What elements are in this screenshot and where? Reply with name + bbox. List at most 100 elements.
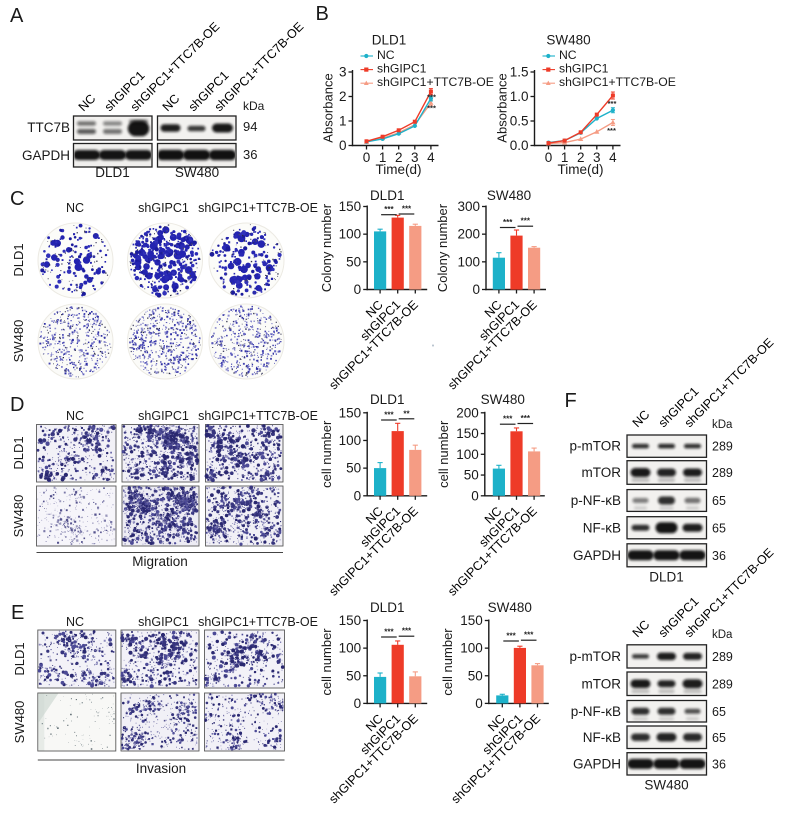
svg-text:0.0: 0.0	[510, 138, 529, 153]
svg-text:Time(d): Time(d)	[376, 162, 422, 177]
svg-text:Absorbance: Absorbance	[321, 73, 336, 142]
svg-text:shGIPC1+TTC7B-OE: shGIPC1+TTC7B-OE	[377, 75, 494, 89]
svg-text:Colony number: Colony number	[319, 203, 334, 292]
svg-text:***: ***	[402, 205, 412, 214]
svg-text:50: 50	[464, 468, 479, 483]
svg-text:100: 100	[460, 641, 483, 656]
svg-text:1: 1	[561, 150, 569, 165]
svg-text:SW480: SW480	[481, 392, 525, 407]
svg-text:300: 300	[457, 199, 480, 214]
svg-text:100: 100	[339, 227, 362, 242]
svg-text:SW480: SW480	[488, 600, 532, 615]
svg-text:SW480: SW480	[644, 778, 688, 793]
svg-text:DLD1: DLD1	[95, 165, 130, 180]
svg-text:65: 65	[712, 494, 726, 508]
svg-text:289: 289	[712, 466, 733, 480]
svg-text:shGIPC1: shGIPC1	[138, 409, 189, 423]
svg-text:Colony number: Colony number	[435, 203, 450, 292]
svg-text:3: 3	[593, 150, 601, 165]
svg-text:***: ***	[427, 104, 436, 113]
svg-text:***: ***	[384, 628, 394, 637]
svg-text:***: ***	[524, 631, 534, 640]
svg-text:GAPDH: GAPDH	[573, 756, 621, 771]
svg-text:shGIPC1: shGIPC1	[377, 62, 427, 76]
svg-text:NC: NC	[66, 409, 84, 423]
svg-text:3: 3	[339, 65, 347, 80]
svg-text:p-NF-κB: p-NF-κB	[571, 493, 621, 508]
svg-text:NC: NC	[559, 48, 577, 62]
svg-text:100: 100	[339, 641, 362, 656]
svg-text:***: ***	[506, 632, 516, 641]
svg-text:NC: NC	[377, 48, 395, 62]
svg-text:D: D	[10, 394, 24, 416]
svg-text:1.0: 1.0	[510, 89, 529, 104]
svg-text:***: ***	[503, 218, 513, 227]
svg-text:DLD1: DLD1	[370, 600, 405, 615]
svg-text:0.5: 0.5	[510, 114, 529, 129]
svg-text:**: **	[403, 409, 410, 418]
svg-text:cell number: cell number	[319, 628, 334, 696]
svg-text:1: 1	[339, 114, 347, 129]
svg-text:cell number: cell number	[440, 628, 455, 696]
svg-text:0: 0	[545, 150, 553, 165]
svg-text:1: 1	[379, 150, 387, 165]
svg-text:DLD1: DLD1	[11, 436, 26, 469]
svg-text:NC: NC	[66, 201, 84, 215]
svg-text:50: 50	[346, 461, 361, 476]
svg-text:***: ***	[608, 99, 617, 108]
svg-text:shGIPC1+TTC7B-OE: shGIPC1+TTC7B-OE	[198, 201, 318, 215]
svg-text:65: 65	[712, 521, 726, 535]
svg-text:TTC7B: TTC7B	[27, 120, 70, 135]
svg-text:SW480: SW480	[12, 701, 27, 744]
svg-text:cell number: cell number	[436, 420, 451, 488]
svg-text:shGIPC1+TTC7B-OE: shGIPC1+TTC7B-OE	[559, 75, 676, 89]
svg-text:Absorbance: Absorbance	[495, 73, 510, 142]
svg-text:100: 100	[457, 254, 480, 269]
svg-text:NC: NC	[66, 615, 84, 629]
svg-text:36: 36	[712, 549, 726, 563]
svg-text:p-mTOR: p-mTOR	[569, 439, 621, 454]
svg-text:50: 50	[346, 254, 361, 269]
svg-text:150: 150	[339, 613, 362, 628]
svg-text:150: 150	[456, 426, 479, 441]
svg-text:F: F	[565, 390, 577, 412]
svg-text:289: 289	[712, 650, 733, 664]
svg-text:0: 0	[354, 488, 362, 503]
svg-text:kDa: kDa	[712, 629, 733, 641]
svg-text:shGIPC1+TTC7B-OE: shGIPC1+TTC7B-OE	[198, 615, 318, 629]
svg-text:***: ***	[384, 411, 394, 420]
svg-text:***: ***	[402, 627, 412, 636]
svg-text:***: ***	[427, 93, 436, 102]
svg-text:3: 3	[411, 150, 419, 165]
svg-text:GAPDH: GAPDH	[573, 548, 621, 563]
svg-text:94: 94	[243, 119, 257, 134]
svg-text:***: ***	[503, 415, 513, 424]
svg-text:289: 289	[712, 677, 733, 691]
svg-text:200: 200	[456, 405, 479, 420]
svg-text:2: 2	[577, 150, 585, 165]
svg-text:E: E	[11, 602, 24, 624]
svg-text:2: 2	[339, 89, 347, 104]
svg-text:***: ***	[384, 205, 394, 214]
svg-text:mTOR: mTOR	[582, 465, 622, 480]
svg-text:GAPDH: GAPDH	[22, 148, 70, 163]
svg-text:DLD1: DLD1	[370, 188, 405, 203]
svg-text:0: 0	[354, 696, 362, 711]
svg-text:shGIPC1: shGIPC1	[138, 201, 189, 215]
svg-text:4: 4	[427, 150, 435, 165]
svg-text:***: ***	[521, 217, 531, 226]
svg-text:kDa: kDa	[712, 419, 733, 431]
svg-text:150: 150	[460, 613, 483, 628]
svg-text:DLD1: DLD1	[12, 642, 27, 675]
svg-text:50: 50	[468, 668, 483, 683]
svg-text:shGIPC1: shGIPC1	[138, 615, 189, 629]
svg-text:SW480: SW480	[11, 320, 26, 363]
svg-text:SW480: SW480	[546, 33, 590, 48]
svg-text:B: B	[316, 3, 329, 25]
svg-text:shGIPC1+TTC7B-OE: shGIPC1+TTC7B-OE	[198, 409, 318, 423]
svg-text:0: 0	[354, 282, 362, 297]
svg-text:SW480: SW480	[175, 165, 219, 180]
svg-text:289: 289	[712, 440, 733, 454]
svg-text:***: ***	[521, 414, 531, 423]
svg-text:DLD1: DLD1	[372, 33, 407, 48]
